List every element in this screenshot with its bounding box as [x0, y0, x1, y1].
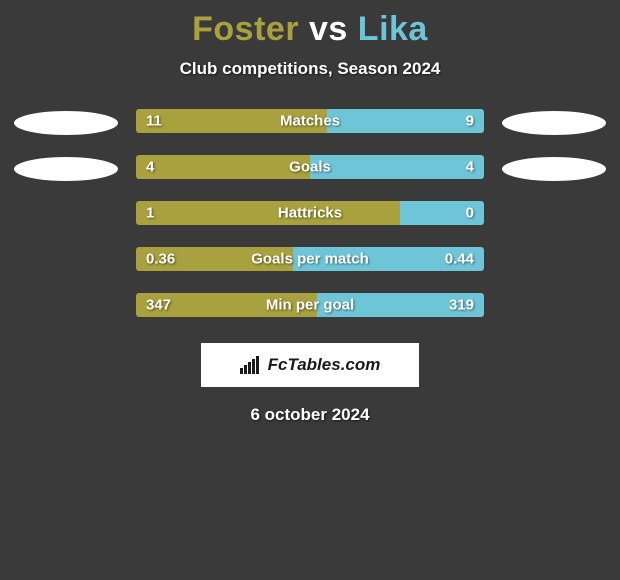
- stat-right-value: 0: [466, 205, 474, 222]
- stat-label: Hattricks: [278, 205, 342, 222]
- subtitle: Club competitions, Season 2024: [0, 59, 620, 79]
- stat-row: 0.36 0.44 Goals per match: [136, 247, 484, 271]
- avatar-placeholder: [14, 111, 118, 135]
- bar-left-segment: [136, 155, 310, 179]
- stat-left-value: 0.36: [146, 251, 175, 268]
- stat-label: Matches: [280, 113, 340, 130]
- stat-row: 1 0 Hattricks: [136, 201, 484, 225]
- stat-left-value: 1: [146, 205, 154, 222]
- avatar-placeholder: [14, 157, 118, 181]
- stat-label: Min per goal: [266, 297, 354, 314]
- branding-badge: FcTables.com: [201, 343, 419, 387]
- avatar-placeholder: [502, 111, 606, 135]
- right-avatar-col: [494, 109, 614, 317]
- compare-container: 11 9 Matches 4 4 Goals 1 0 Hattricks 0.36 0.44 Goal…: [0, 109, 620, 317]
- stat-right-value: 9: [466, 113, 474, 130]
- title-vs: vs: [309, 10, 348, 48]
- stat-right-value: 319: [449, 297, 474, 314]
- bar-right-segment: [327, 109, 484, 133]
- stat-row: 347 319 Min per goal: [136, 293, 484, 317]
- bar-left-segment: [136, 201, 400, 225]
- stat-label: Goals: [289, 159, 331, 176]
- barchart-icon: [240, 356, 262, 374]
- avatar-placeholder: [502, 157, 606, 181]
- left-avatar-col: [6, 109, 126, 317]
- stat-right-value: 4: [466, 159, 474, 176]
- title-player1: Foster: [192, 10, 299, 48]
- bar-right-segment: [310, 155, 484, 179]
- branding-text: FcTables.com: [268, 355, 381, 375]
- stat-left-value: 4: [146, 159, 154, 176]
- stat-left-value: 11: [146, 113, 162, 130]
- stat-row: 4 4 Goals: [136, 155, 484, 179]
- stat-label: Goals per match: [251, 251, 369, 268]
- title-player2: Lika: [358, 10, 428, 48]
- stats-bars: 11 9 Matches 4 4 Goals 1 0 Hattricks 0.36 0.44 Goal…: [126, 109, 494, 317]
- page-title: Foster vs Lika: [0, 0, 620, 49]
- date-label: 6 october 2024: [0, 405, 620, 425]
- stat-left-value: 347: [146, 297, 171, 314]
- stat-row: 11 9 Matches: [136, 109, 484, 133]
- stat-right-value: 0.44: [445, 251, 474, 268]
